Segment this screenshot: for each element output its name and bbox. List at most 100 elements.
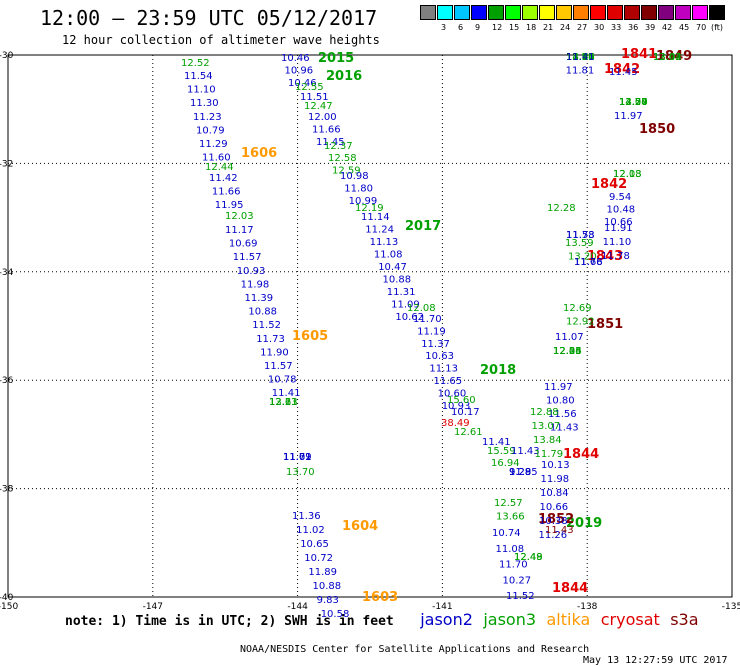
- track-label: 1844: [563, 447, 599, 462]
- track-label: 1842: [604, 62, 640, 77]
- legend-sat-jason2: jason2: [420, 610, 473, 629]
- wave-height-value: 14.20: [619, 97, 648, 108]
- wave-height-value: 11.43: [511, 446, 540, 457]
- wave-height-value: 13.07: [532, 421, 561, 432]
- map-title: 12:00 – 23:59 UTC 05/12/2017: [40, 6, 378, 30]
- wave-height-value: 12.03: [225, 211, 254, 222]
- wave-height-value: 12.19: [355, 203, 384, 214]
- wave-height-value: 10.38: [539, 516, 568, 527]
- wave-height-value: 10.62: [395, 312, 424, 323]
- wave-height-value: 11.69: [283, 452, 312, 463]
- wave-height-value: 11.10: [603, 237, 632, 248]
- wave-height-value: 11.01: [283, 452, 312, 463]
- wave-height-value: 13.08: [619, 97, 648, 108]
- wave-height-value: 11.26: [539, 530, 568, 541]
- wave-height-value: 12.58: [328, 153, 357, 164]
- color-scale-swatch: [556, 5, 572, 20]
- wave-height-value: 10.84: [540, 488, 569, 499]
- wave-height-value: 13.03: [653, 52, 682, 63]
- wave-height-value: 11.66: [312, 125, 341, 136]
- legend-row: note: 1) Time is in UTC; 2) SWH is in fe…: [65, 610, 699, 629]
- track-label: 1852: [538, 512, 574, 527]
- color-scale-swatch: [539, 5, 555, 20]
- wave-height-value: 11.60: [202, 153, 231, 164]
- wave-height-value: 11.97: [544, 382, 573, 393]
- wave-height-value: 11.13: [429, 364, 458, 375]
- color-scale-label: 3: [441, 23, 447, 32]
- color-scale-swatch: [709, 5, 725, 20]
- wave-height-value: 9.54: [609, 192, 631, 203]
- wave-height-value: 10.99: [349, 196, 378, 207]
- footer-timestamp: May 13 12:27:59 UTC 2017: [583, 655, 728, 666]
- longitude-label: -144: [287, 602, 308, 612]
- wave-height-value: 11.19: [417, 326, 446, 337]
- wave-height-value: 10.88: [248, 307, 277, 318]
- color-scale-swatch: [675, 5, 691, 20]
- latitude-label: -38: [0, 485, 14, 495]
- wave-height-value: 11.31: [387, 287, 416, 298]
- legend-sat-altika: altika: [546, 610, 591, 629]
- wave-height-value: 12.44: [205, 162, 234, 173]
- wave-height-value: 12.08: [407, 303, 436, 314]
- wave-height-value: 11.37: [421, 339, 450, 350]
- color-scale-label: 30: [594, 23, 605, 32]
- color-scale-label: 18: [526, 23, 537, 32]
- wave-height-value: 11.45: [316, 137, 345, 148]
- wave-height-value: 10.78: [268, 375, 297, 386]
- wave-height-value: 13.20: [568, 252, 597, 263]
- wave-height-value: 11.70: [499, 560, 528, 571]
- wave-height-value: 11.57: [264, 361, 293, 372]
- color-scale-label: 12: [492, 23, 503, 32]
- track-label: 1843: [587, 249, 623, 264]
- wave-height-value: 12.03: [553, 346, 582, 357]
- wave-height-value: 9.28: [509, 467, 531, 478]
- wave-height-value: 11.42: [209, 173, 238, 184]
- track-label: 1605: [292, 329, 328, 344]
- wave-height-value: 9.29: [509, 467, 531, 478]
- longitude-label: -141: [432, 602, 452, 612]
- wave-height-value: 11.78: [601, 251, 630, 262]
- wave-height-value: 10.69: [229, 239, 258, 250]
- wave-height-value: 12.52: [181, 58, 210, 69]
- wave-height-value: 12.63: [269, 397, 298, 408]
- wave-height-value: 11.68: [574, 257, 603, 268]
- wave-height-value: 11.10: [187, 85, 216, 96]
- wave-height-value: 13.42: [653, 52, 682, 63]
- wave-height-value: 11.09: [391, 300, 420, 311]
- wave-height-value: 11.14: [361, 212, 390, 223]
- wave-height-value: 12.67: [566, 52, 595, 63]
- wave-height-value: 12.48: [514, 552, 543, 563]
- wave-height-value: 10.17: [451, 407, 480, 418]
- wave-height-value: 12.57: [494, 498, 523, 509]
- color-scale-swatch: [692, 5, 708, 20]
- wave-height-value: 11.72: [283, 452, 312, 463]
- wave-height-value: 11.66: [212, 187, 241, 198]
- color-scale-swatch: [437, 5, 453, 20]
- map-frame: [7, 54, 733, 598]
- wave-height-value: 12.26: [553, 346, 582, 357]
- track-label: 1604: [342, 519, 378, 534]
- wave-height-value: 11.45: [609, 67, 638, 78]
- wave-height-value: 11.41: [272, 388, 301, 399]
- wave-height-value: 11.70: [413, 314, 442, 325]
- wave-height-value: 10.80: [546, 396, 575, 407]
- wave-height-value: 10.46: [288, 78, 317, 89]
- wave-height-value: 12.21: [269, 397, 298, 408]
- wave-height-value: 15.60: [447, 395, 476, 406]
- wave-height-value: 11.53: [566, 230, 595, 241]
- wave-height-value: 11.41: [566, 52, 595, 63]
- wave-height-value: 12.94: [566, 52, 595, 63]
- color-scale-swatch: [454, 5, 470, 20]
- wave-height-value: 38.49: [441, 418, 470, 429]
- wave-height-value: 12.45: [553, 346, 582, 357]
- wave-height-value: 11.81: [566, 66, 595, 77]
- wave-height-value: 11.57: [233, 252, 262, 263]
- wave-height-value: 13.59: [565, 238, 594, 249]
- wave-height-value: 11.91: [604, 223, 633, 234]
- track-label: 1603: [362, 590, 398, 605]
- color-scale-swatch: [505, 5, 521, 20]
- color-scale-swatch: [522, 5, 538, 20]
- wave-height-value: 14.57: [619, 97, 648, 108]
- color-scale-label: 6: [458, 23, 464, 32]
- color-scale-swatch: [607, 5, 623, 20]
